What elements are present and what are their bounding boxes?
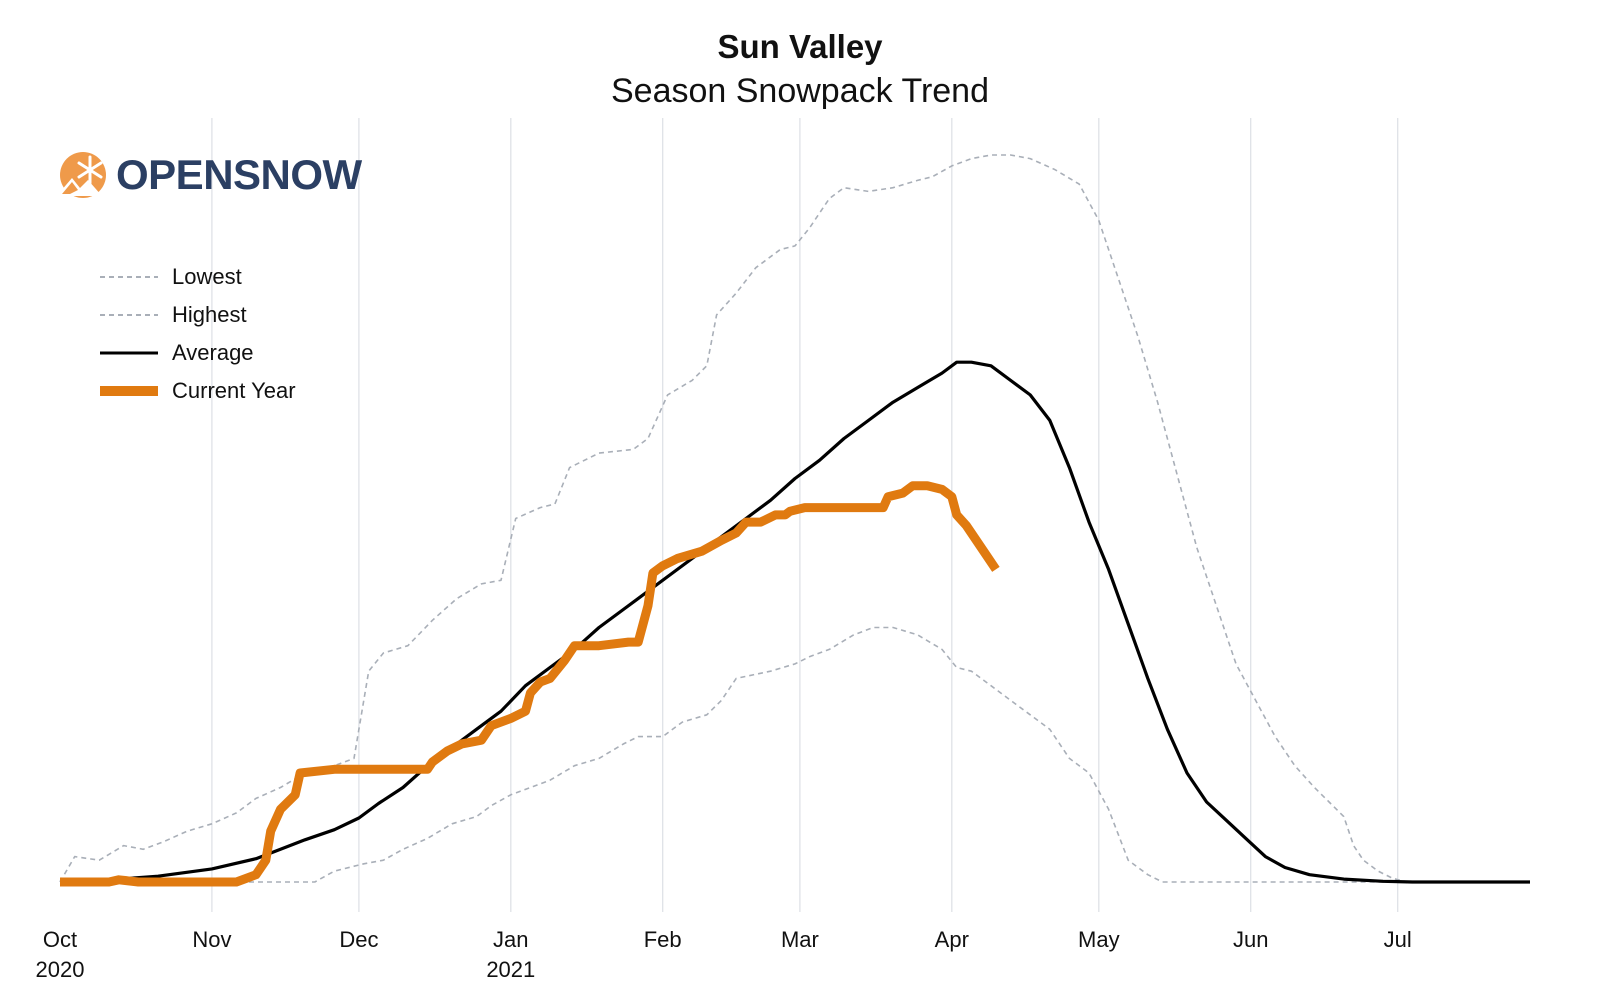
chart-legend: Lowest Highest Average Current Year xyxy=(100,258,296,410)
x-tick-label-jun: Jun xyxy=(1233,927,1268,952)
legend-item-average: Average xyxy=(100,334,296,372)
x-tick-year-2020: 2020 xyxy=(36,957,85,982)
series-lowest xyxy=(60,626,1530,883)
snowflake-sun-icon xyxy=(60,152,106,198)
x-tick-label-oct: Oct xyxy=(43,927,77,952)
legend-label-lowest: Lowest xyxy=(172,264,242,289)
legend-item-highest: Highest xyxy=(100,296,296,334)
x-tick-year-2021: 2021 xyxy=(486,957,535,982)
legend-swatch-highest xyxy=(100,314,158,316)
series-current-year xyxy=(60,481,1000,887)
x-tick-label-feb: Feb xyxy=(644,927,682,952)
x-tick-label-dec: Dec xyxy=(339,927,378,952)
x-tick-label-jul: Jul xyxy=(1384,927,1412,952)
logo-snow: SNOW xyxy=(233,151,362,198)
logo-open: OPEN xyxy=(116,151,234,198)
legend-swatch-average xyxy=(100,351,158,355)
x-tick-label-may: May xyxy=(1078,927,1120,952)
legend-swatch-lowest xyxy=(100,276,158,278)
logo-wordmark: OPENSNOW xyxy=(116,151,362,199)
legend-item-lowest: Lowest xyxy=(100,258,296,296)
legend-label-current-year: Current Year xyxy=(172,378,296,403)
x-tick-label-mar: Mar xyxy=(781,927,819,952)
series-average xyxy=(59,360,1530,884)
x-tick-label-nov: Nov xyxy=(192,927,231,952)
legend-label-average: Average xyxy=(172,340,254,365)
x-tick-label-jan: Jan xyxy=(493,927,528,952)
x-tick-label-apr: Apr xyxy=(935,927,969,952)
legend-label-highest: Highest xyxy=(172,302,247,327)
chart-subtitle: Season Snowpack Trend xyxy=(610,72,990,110)
legend-item-current-year: Current Year xyxy=(100,372,296,410)
opensnow-logo: OPENSNOW xyxy=(58,150,362,200)
legend-swatch-current-year xyxy=(100,386,158,396)
chart-title: Sun Valley xyxy=(717,28,883,65)
